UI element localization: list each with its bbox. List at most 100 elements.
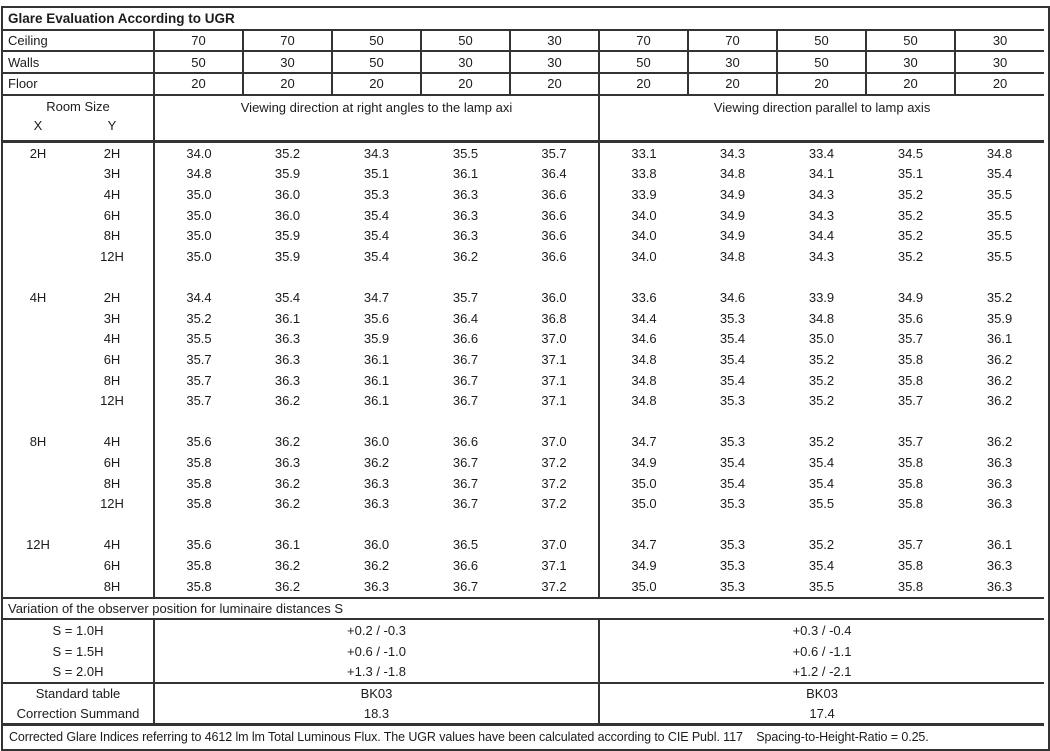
variation-row: S = 1.0H +0.2 / -0.3 +0.3 / -0.4 (3, 619, 1045, 641)
ugr-value: 35.8 (897, 454, 924, 470)
page-title: Glare Evaluation According to UGR (3, 8, 1045, 31)
ugr-value: 34.8 (598, 369, 688, 391)
ugr-row: 6H 35.0 36.0 35.4 36.3 36.6 34.0 34.9 34.3 35.2 35… (3, 204, 1044, 226)
ugr-value: 36.6 (541, 207, 567, 223)
ugr-value: 35.4 (363, 228, 390, 244)
ugr-value: 35.4 (719, 372, 746, 388)
ugr-value: 35.9 (274, 228, 301, 244)
ugr-value: 37.0 (541, 331, 567, 347)
ugr-value: 34.3 (808, 248, 835, 264)
ugr-value: 36.7 (452, 372, 479, 388)
ugr-value: 35.7 (897, 331, 924, 347)
ugr-value: 36.2 (986, 372, 1013, 388)
ugr-value: 34.0 (186, 145, 212, 161)
surface-label: Floor (3, 72, 155, 96)
y-label: 4H (103, 434, 121, 450)
summary-label: Standard table (3, 683, 155, 704)
ugr-value: 35.4 (363, 207, 390, 223)
ugr-value: 36.0 (541, 290, 567, 306)
ugr-value: 37.2 (510, 575, 599, 599)
variation-value-left: +0.2 / -0.3 (347, 623, 406, 639)
ugr-value: 36.7 (452, 351, 479, 367)
ugr-value: 37.0 (541, 434, 567, 450)
ugr-row: 8H 35.8 36.2 36.3 36.7 37.2 35.0 35.4 35.4 35.8 36… (3, 472, 1044, 494)
ugr-value: 35.0 (186, 248, 212, 264)
ugr-value: 36.2 (986, 393, 1013, 409)
footnote: Corrected Glare Indices referring to 461… (9, 730, 929, 745)
surface-value: 50 (331, 51, 421, 74)
ugr-row: 8H 35.7 36.3 36.1 36.7 37.1 34.8 35.4 35.2 35.8 36… (3, 369, 1044, 391)
ugr-value: 35.7 (897, 537, 924, 553)
ugr-value: 37.1 (541, 393, 567, 409)
surface-value: 30 (953, 29, 1045, 53)
ugr-row: 4H 35.5 36.3 35.9 36.6 37.0 34.6 35.4 35.0 35.7 36… (3, 328, 1044, 350)
variation-row: S = 2.0H +1.3 / -1.8 +1.2 / -2.1 (3, 661, 1045, 685)
ugr-value: 35.0 (598, 472, 688, 494)
ugr-row: 6H 35.7 36.3 36.1 36.7 37.1 34.8 35.4 35.2 35.8 36… (3, 349, 1044, 370)
ugr-value: 36.3 (274, 454, 301, 470)
ugr-value: 35.4 (719, 331, 746, 347)
x-label: 12H (26, 537, 50, 553)
ugr-value: 35.9 (274, 248, 301, 264)
ugr-value: 35.4 (808, 558, 835, 573)
ugr-value: 34.9 (719, 207, 746, 223)
x-label: 8H (29, 434, 47, 450)
y-label: 12H (100, 496, 124, 512)
section-header-left: Viewing direction at right angles to the… (154, 94, 599, 143)
room-size-cell: 4H (3, 184, 155, 205)
room-size-cell: 12H 4H (3, 534, 155, 556)
ugr-value: 34.4 (808, 228, 835, 244)
ugr-value: 35.3 (719, 537, 746, 553)
ugr-value: 36.2 (986, 434, 1013, 450)
ugr-value: 36.2 (452, 248, 479, 264)
ugr-value: 34.8 (186, 166, 212, 182)
ugr-value: 36.2 (363, 558, 390, 573)
ugr-value: 36.3 (986, 496, 1013, 512)
ugr-value: 35.5 (808, 496, 835, 512)
ugr-row: 8H 35.0 35.9 35.4 36.3 36.6 34.0 34.9 34.4 35.2 35… (3, 225, 1044, 247)
y-label: 8H (103, 578, 121, 594)
y-label: 4H (103, 331, 121, 347)
ugr-value: 36.2 (274, 558, 301, 573)
ugr-value: 36.0 (363, 537, 390, 553)
ugr-value: 36.1 (274, 537, 301, 553)
ugr-value: 35.8 (186, 558, 212, 573)
y-label: 3H (103, 166, 121, 182)
ugr-value: 35.3 (719, 558, 746, 573)
ugr-row: 12H 35.7 36.2 36.1 36.7 37.1 34.8 35.3 35.2 35.7 3… (3, 390, 1044, 411)
room-size-cell: 12H (3, 493, 155, 514)
x-label: 2H (29, 145, 47, 161)
variation-title: Variation of the observer position for l… (3, 597, 1045, 621)
ugr-value: 34.7 (363, 290, 390, 306)
ugr-value: 36.1 (986, 331, 1013, 347)
ugr-value: 35.7 (897, 434, 924, 450)
ugr-value: 35.6 (897, 310, 924, 326)
surface-value: 20 (776, 72, 866, 96)
ugr-value: 36.2 (274, 393, 301, 409)
ugr-value: 36.6 (452, 558, 479, 573)
ugr-value: 33.8 (598, 163, 688, 185)
ugr-value: 34.9 (719, 187, 746, 203)
y-label: 8H (103, 372, 121, 388)
ugr-value: 34.8 (598, 390, 688, 411)
ugr-row: 3H 35.2 36.1 35.6 36.4 36.8 34.4 35.3 34.8 35.6 35… (3, 307, 1044, 329)
y-label: 6H (103, 558, 121, 573)
ugr-value: 33.4 (808, 145, 835, 161)
ugr-value: 36.0 (363, 434, 390, 450)
ugr-value: 35.9 (986, 310, 1013, 326)
room-size-header-cell: Room Size X Y (3, 94, 155, 143)
surface-row: Floor 20 20 20 20 20 20 20 20 20 20 (3, 72, 1045, 96)
y-label: 4H (103, 537, 121, 553)
ugr-value: 36.7 (421, 575, 510, 599)
title-row: Glare Evaluation According to UGR (3, 8, 1045, 31)
ugr-value: 35.8 (866, 575, 955, 599)
ugr-value: 36.1 (363, 351, 390, 367)
room-size-cell: 12H (3, 390, 155, 411)
ugr-value: 35.2 (897, 187, 924, 203)
ugr-row: 3H 34.8 35.9 35.1 36.1 36.4 33.8 34.8 34.1 35.1 35… (3, 163, 1044, 185)
surface-value: 20 (242, 72, 332, 96)
ugr-value: 36.3 (986, 454, 1013, 470)
y-label: 3H (103, 310, 121, 326)
ugr-value: 35.0 (186, 187, 212, 203)
ugr-value: 35.2 (808, 351, 835, 367)
